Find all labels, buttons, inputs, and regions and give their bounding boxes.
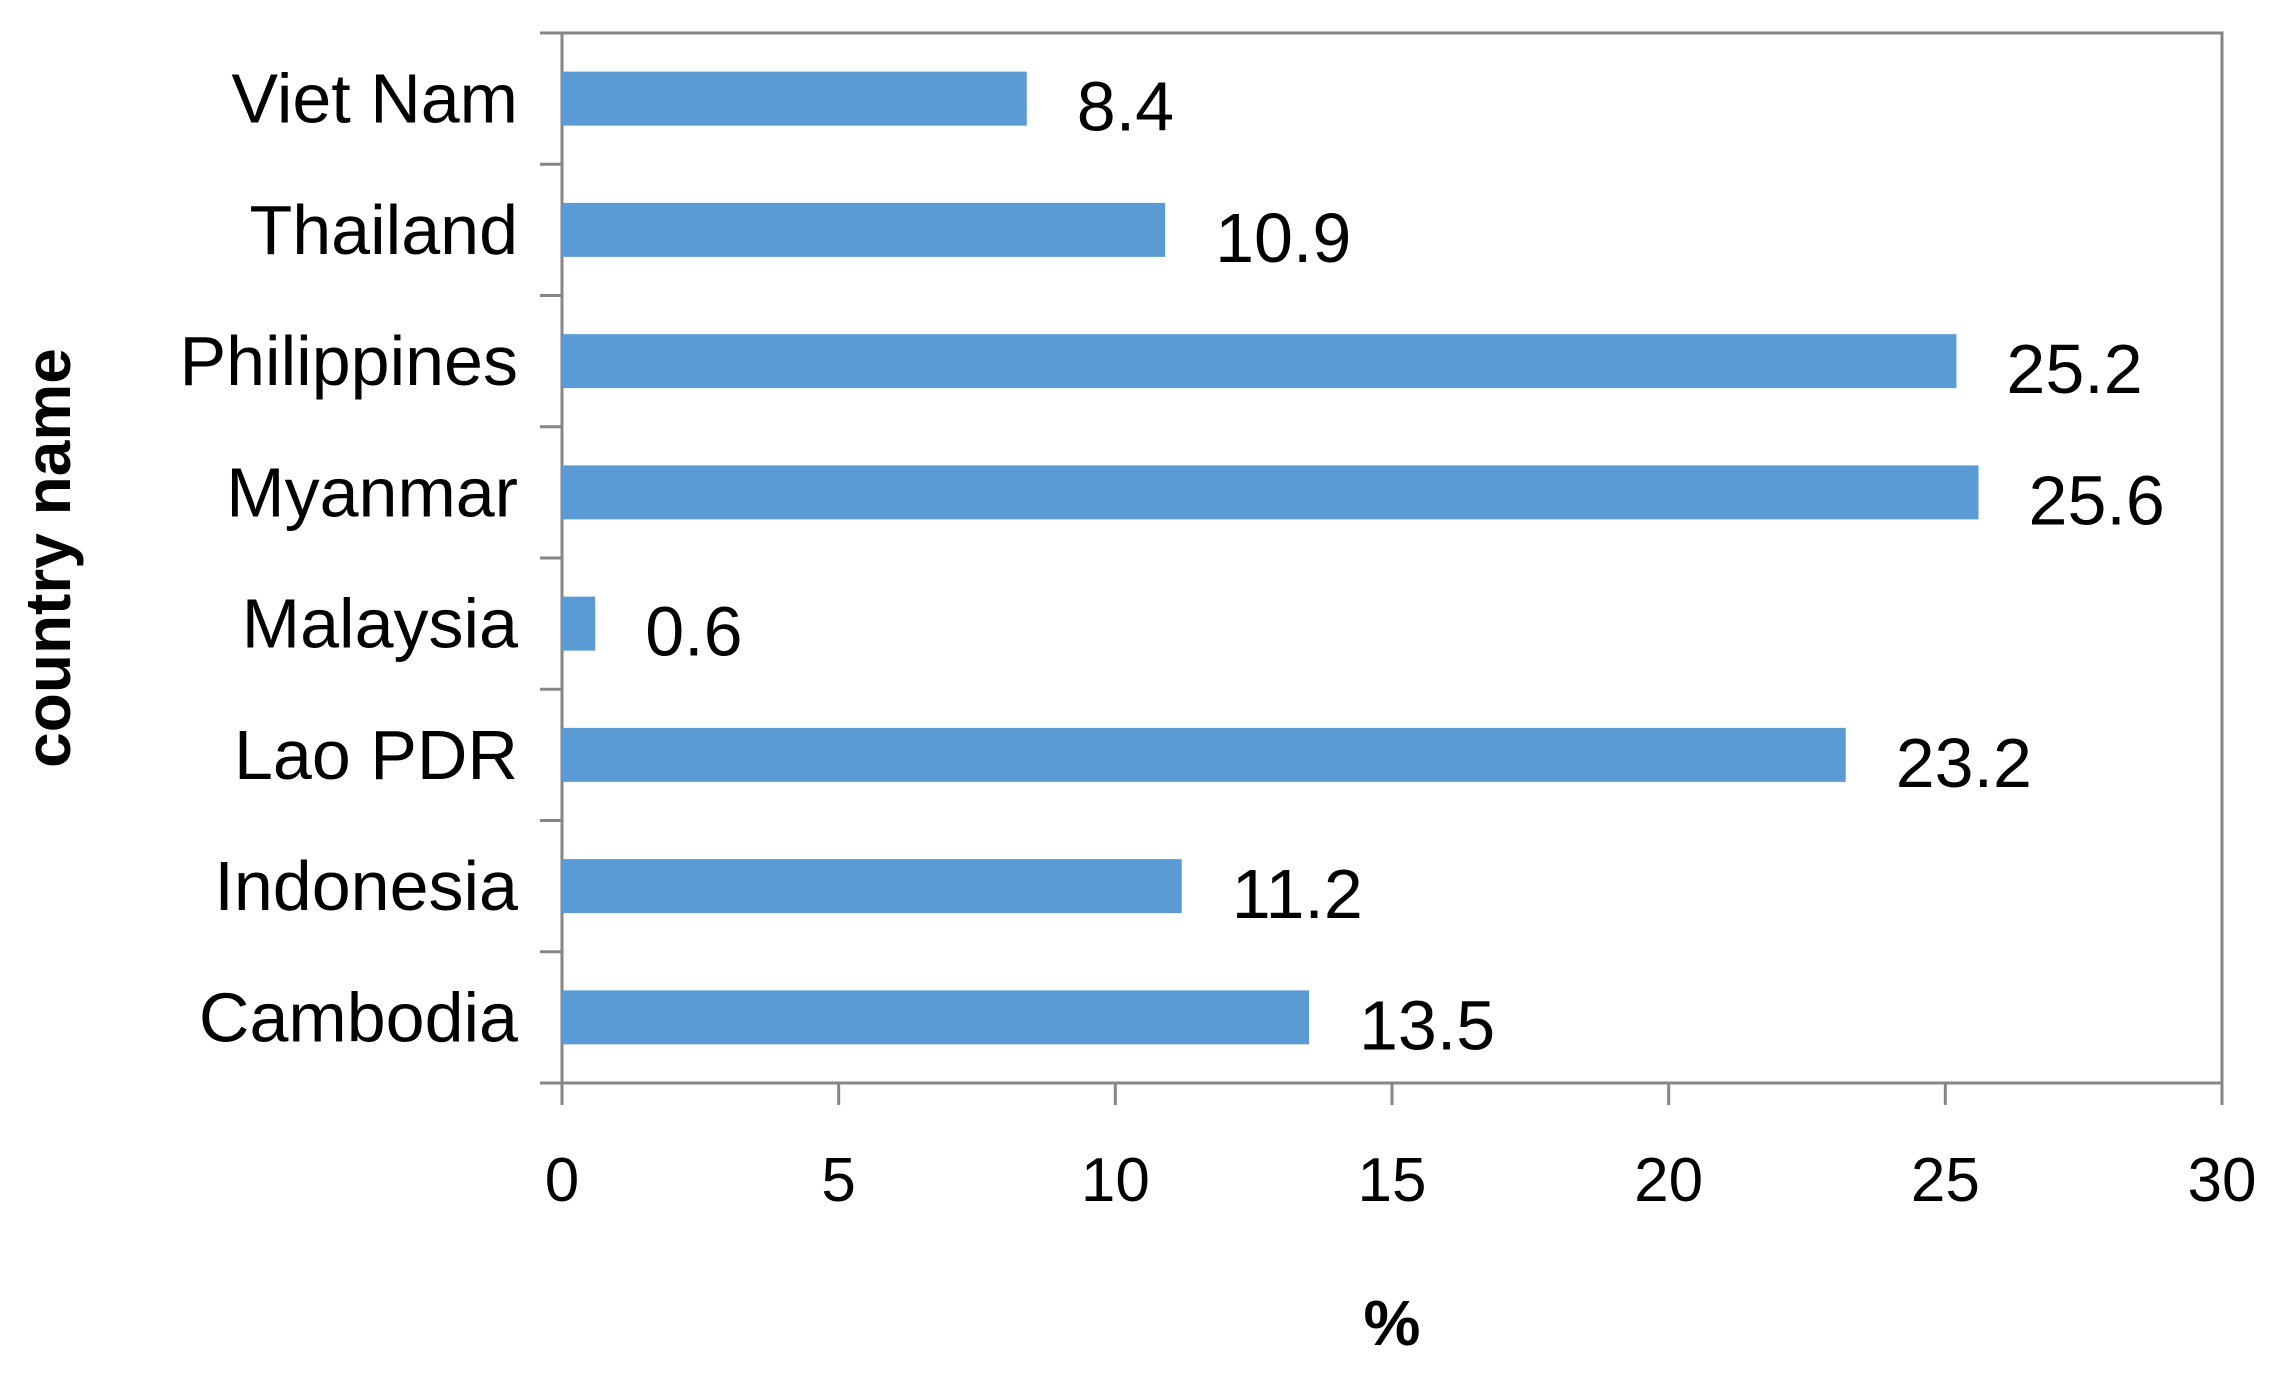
bar-indonesia — [562, 859, 1182, 914]
category-label: Lao PDR — [234, 716, 518, 794]
x-tick-label: 30 — [2188, 1146, 2257, 1215]
bar-cambodia — [562, 990, 1309, 1045]
category-label: Thailand — [249, 191, 518, 269]
labels: 0 5 10 15 20 25 30 Viet Nam 8.4 Thailand 10.9 Phili… — [179, 60, 2256, 1215]
x-tick-label: 0 — [545, 1146, 579, 1215]
bar-philippines — [562, 334, 1957, 389]
data-label: 25.2 — [2006, 330, 2142, 408]
x-tick-label: 20 — [1634, 1146, 1703, 1215]
data-label: 23.2 — [1896, 724, 2032, 802]
x-tick-label: 5 — [821, 1146, 855, 1215]
plot-area-border — [560, 31, 2224, 1085]
bar-lao-pdr — [562, 727, 1846, 782]
category-label: Indonesia — [214, 847, 518, 925]
axis-ticks — [540, 31, 2224, 1105]
bars — [562, 71, 1979, 1045]
bar-thailand — [562, 202, 1166, 257]
data-label: 25.6 — [2029, 461, 2165, 539]
y-axis-title: country name — [12, 348, 84, 768]
category-label: Myanmar — [226, 453, 518, 531]
x-tick-label: 15 — [1358, 1146, 1427, 1215]
data-label: 13.5 — [1359, 986, 1495, 1064]
category-label: Viet Nam — [231, 60, 518, 138]
data-label: 0.6 — [645, 593, 742, 671]
bar-malaysia — [562, 596, 596, 651]
category-label: Philippines — [179, 322, 518, 400]
data-label: 11.2 — [1232, 855, 1363, 933]
category-label: Cambodia — [199, 978, 518, 1056]
data-label: 8.4 — [1077, 68, 1174, 146]
bar-myanmar — [562, 465, 1979, 520]
x-tick-label: 10 — [1081, 1146, 1150, 1215]
x-tick-label: 25 — [1911, 1146, 1980, 1215]
x-axis-title: % — [1364, 1287, 1421, 1359]
data-label: 10.9 — [1215, 199, 1351, 277]
bar-viet-nam — [562, 71, 1027, 126]
category-label: Malaysia — [242, 585, 518, 663]
